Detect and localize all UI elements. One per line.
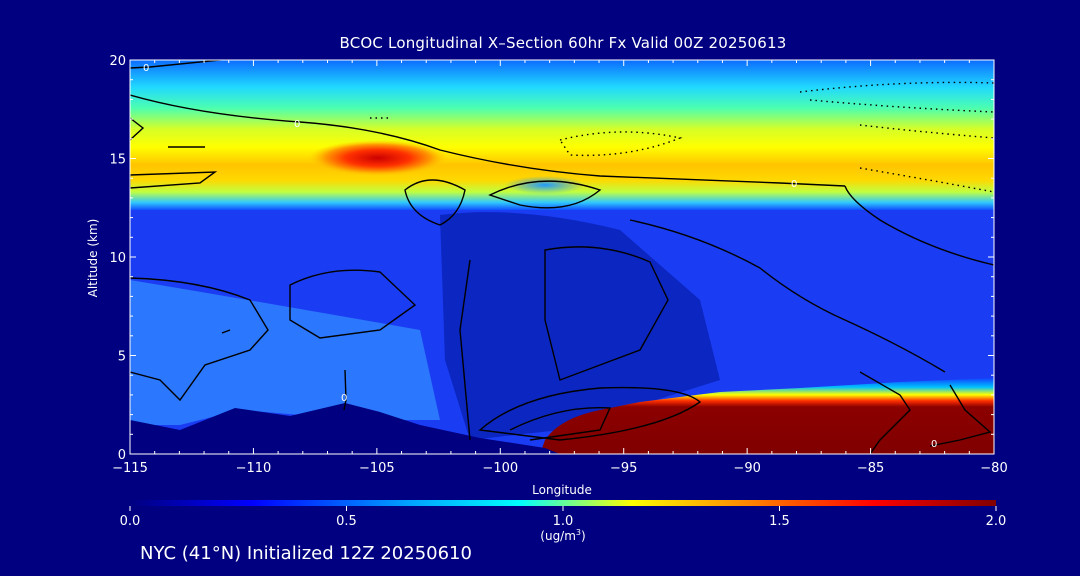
y-tick-label: 5 [118, 350, 126, 365]
x-tick-label: −110 [236, 461, 272, 476]
y-axis-label: Altitude (km) [86, 219, 100, 298]
y-tick-label: 10 [109, 251, 126, 266]
dotted-contours [370, 81, 994, 193]
x-tick-label: −115 [112, 461, 148, 476]
colorbar-tick-label: 0.0 [120, 514, 141, 529]
contour-label: 0 [341, 393, 347, 404]
plot-area: 0 0 0 0 0 [130, 60, 994, 454]
contour-lines [130, 60, 994, 454]
light-west-region [130, 280, 440, 425]
upper-maximum-region [308, 140, 448, 176]
x-tick-label: −90 [733, 461, 760, 476]
units-text: (ug/m [540, 529, 576, 543]
contour-labels: 0 0 0 0 0 [143, 63, 937, 450]
light-blob-upper [505, 176, 585, 194]
colorbar-ticks: 0.0 0.5 1.0 1.5 2.0 [120, 506, 1007, 529]
y-tick-label: 15 [109, 153, 126, 168]
colorbar-tick-label: 1.5 [769, 514, 790, 529]
x-tick-label: −95 [610, 461, 637, 476]
footer-caption: NYC (41°N) Initialized 12Z 20250610 [140, 543, 472, 564]
x-tick-label: −100 [482, 461, 518, 476]
units-superscript: 3 [575, 528, 582, 537]
y-axis: 0 5 10 15 20 [109, 54, 994, 463]
x-tick-label: −105 [359, 461, 395, 476]
x-tick-label: −80 [980, 461, 1007, 476]
contour-label: 0 [294, 119, 300, 130]
colorbar-tick-label: 2.0 [986, 514, 1007, 529]
contour-label: 0 [143, 63, 149, 74]
x-tick-label: −85 [857, 461, 884, 476]
y-tick-label: 20 [109, 54, 126, 69]
contour-label: 0 [931, 439, 937, 450]
colorbar-units: (ug/m3) [480, 528, 646, 543]
y-tick-label: 0 [118, 448, 126, 463]
surface-plume [540, 378, 994, 454]
colorbar-tick-label: 1.0 [553, 514, 574, 529]
colorbar-tick-label: 0.5 [336, 514, 357, 529]
units-close: ) [581, 529, 586, 543]
contour-label: 0 [791, 179, 797, 190]
terrain [130, 403, 560, 454]
dark-core-region [440, 212, 720, 440]
chart-title: BCOC Longitudinal X–Section 60hr Fx Vali… [339, 34, 787, 52]
x-axis-label: Longitude [532, 483, 592, 497]
colorbar [130, 500, 996, 506]
x-axis: −115 −110 −105 −100 −95 −90 −85 −80 [112, 60, 1008, 476]
